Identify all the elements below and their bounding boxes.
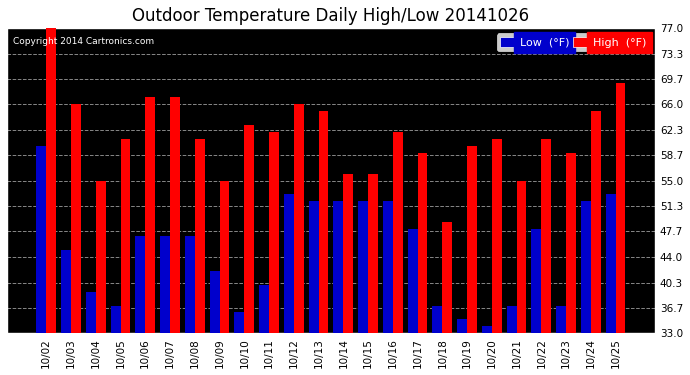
Bar — [185, 236, 195, 333]
Bar — [86, 292, 96, 333]
Bar — [417, 153, 428, 333]
Bar — [96, 181, 106, 333]
Bar — [308, 201, 319, 333]
Bar — [319, 111, 328, 333]
Bar — [146, 97, 155, 333]
Bar — [259, 285, 269, 333]
Bar — [235, 312, 244, 333]
Bar — [615, 83, 626, 333]
Bar — [160, 236, 170, 333]
Bar — [344, 174, 353, 333]
Bar — [408, 229, 417, 333]
Bar — [294, 104, 304, 333]
Bar — [482, 326, 492, 333]
Bar — [492, 139, 502, 333]
Bar — [210, 271, 219, 333]
Bar — [383, 201, 393, 333]
Bar — [433, 306, 442, 333]
Bar — [591, 111, 601, 333]
Bar — [195, 139, 205, 333]
Bar — [531, 229, 542, 333]
Bar — [61, 250, 71, 333]
Bar — [244, 125, 254, 333]
Text: Copyright 2014 Cartronics.com: Copyright 2014 Cartronics.com — [13, 37, 155, 46]
Bar — [442, 222, 452, 333]
Bar — [121, 139, 130, 333]
Bar — [358, 201, 368, 333]
Bar — [46, 28, 56, 333]
Bar — [71, 104, 81, 333]
Bar — [467, 146, 477, 333]
Bar — [368, 174, 378, 333]
Legend: Low  (°F), High  (°F): Low (°F), High (°F) — [497, 33, 649, 51]
Bar — [542, 139, 551, 333]
Bar — [457, 320, 467, 333]
Bar — [170, 97, 180, 333]
Bar — [333, 201, 344, 333]
Bar — [219, 181, 230, 333]
Bar — [556, 306, 566, 333]
Bar — [393, 132, 403, 333]
Bar — [506, 306, 517, 333]
Bar — [37, 146, 46, 333]
Title: Outdoor Temperature Daily High/Low 20141026: Outdoor Temperature Daily High/Low 20141… — [132, 7, 529, 25]
Bar — [110, 306, 121, 333]
Bar — [135, 236, 146, 333]
Bar — [517, 181, 526, 333]
Bar — [284, 195, 294, 333]
Bar — [606, 195, 615, 333]
Bar — [269, 132, 279, 333]
Bar — [581, 201, 591, 333]
Bar — [566, 153, 576, 333]
